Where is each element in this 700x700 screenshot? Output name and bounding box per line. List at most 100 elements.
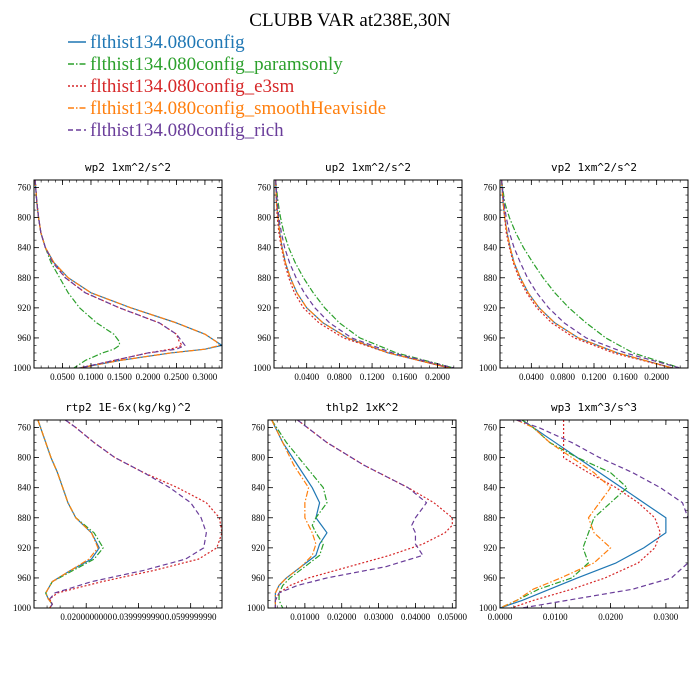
x-tick-label: 0.04000: [401, 612, 431, 622]
y-tick-label: 1000: [13, 603, 32, 613]
plot-frame: [33, 419, 223, 609]
y-tick-label: 840: [252, 483, 266, 493]
y-tick-label: 1000: [253, 363, 272, 373]
panel-title: up2 1xm^2/s^2: [325, 161, 411, 174]
plot-frame: [267, 419, 457, 609]
y-tick-label: 760: [18, 183, 32, 193]
legend-label: flthist134.080config_paramsonly: [90, 54, 343, 75]
x-tick-label: 0.05000: [438, 612, 468, 622]
series-line: [500, 180, 673, 368]
panel: wp2 1xm^2/s^2 760 800 840 880 920 960 1000 0.050…: [13, 161, 223, 382]
y-tick-label: 1000: [247, 603, 266, 613]
series-line: [37, 420, 99, 608]
y-tick-label: 760: [18, 423, 32, 433]
figure-title: CLUBB VAR at238E,30N: [249, 10, 451, 31]
panel: wp3 1xm^3/s^3 760 800 840 880 920 960 10000.000…: [479, 401, 689, 622]
y-tick-label: 800: [484, 453, 498, 463]
y-tick-label: 1000: [13, 363, 32, 373]
y-tick-label: 800: [484, 213, 498, 223]
x-tick-label: 0.0599999990: [165, 612, 217, 622]
y-tick-label: 880: [18, 273, 32, 283]
legend-label: flthist134.080config_rich: [90, 120, 284, 141]
y-tick-label: 920: [484, 543, 498, 553]
legend: flthist134.080configflthist134.080config…: [68, 32, 386, 141]
x-tick-label: 0.2500: [164, 372, 189, 382]
series-line: [500, 180, 681, 368]
y-tick-label: 760: [252, 423, 266, 433]
series-line: [34, 180, 186, 368]
x-tick-label: 0.2000: [136, 372, 161, 382]
series-line: [500, 180, 673, 368]
legend-entry: flthist134.080config_rich: [68, 120, 284, 141]
series-line: [274, 420, 453, 608]
series-line: [275, 180, 450, 368]
y-tick-label: 1000: [479, 603, 498, 613]
legend-label: flthist134.080config_smoothHeaviside: [90, 98, 386, 119]
y-tick-label: 760: [484, 423, 498, 433]
y-tick-label: 840: [484, 243, 498, 253]
plot-frame: [499, 179, 689, 369]
series-line: [275, 180, 450, 368]
plot-frame: [273, 179, 463, 369]
series-line: [500, 420, 612, 608]
legend-entry: flthist134.080config: [68, 32, 245, 53]
x-tick-label: 0.0800: [327, 372, 352, 382]
legend-entry: flthist134.080config_paramsonly: [68, 54, 343, 75]
panel-title: vp2 1xm^2/s^2: [551, 161, 637, 174]
y-tick-label: 800: [258, 213, 272, 223]
y-tick-label: 960: [484, 333, 498, 343]
panels: wp2 1xm^2/s^2 760 800 840 880 920 960 1000 0.050…: [13, 161, 689, 622]
panel-title: rtp2 1E-6x(kg/kg)^2: [65, 401, 191, 414]
x-tick-label: 0.02000: [327, 612, 357, 622]
x-tick-label: 0.0300: [654, 612, 679, 622]
y-tick-label: 920: [252, 543, 266, 553]
x-tick-label: 0.0399999990: [113, 612, 165, 622]
panel: vp2 1xm^2/s^2 760 800 840 880 920 960 1000 0.040…: [479, 161, 689, 382]
y-tick-label: 840: [484, 483, 498, 493]
series-line: [37, 420, 100, 608]
x-tick-label: 0.1200: [582, 372, 607, 382]
panel-title: wp2 1xm^2/s^2: [85, 161, 171, 174]
y-tick-label: 920: [18, 303, 32, 313]
plot-frame: [33, 179, 223, 369]
y-tick-label: 920: [484, 303, 498, 313]
legend-label: flthist134.080config: [90, 32, 245, 53]
legend-label: flthist134.080config_e3sm: [90, 76, 294, 97]
y-tick-label: 800: [252, 453, 266, 463]
series-line: [500, 420, 628, 608]
x-tick-label: 0.1200: [360, 372, 385, 382]
plot-frame: [499, 419, 689, 609]
y-tick-label: 960: [484, 573, 498, 583]
x-tick-label: 0.0000: [488, 612, 513, 622]
panel: up2 1xm^2/s^2 760 800 840 880 920 960 1000 0.040…: [253, 161, 463, 382]
y-tick-label: 840: [18, 483, 32, 493]
series-line: [274, 420, 428, 608]
y-tick-label: 880: [484, 513, 498, 523]
series-line: [500, 180, 681, 368]
y-tick-label: 880: [252, 513, 266, 523]
panel-title: wp3 1xm^3/s^3: [551, 401, 637, 414]
legend-entry: flthist134.080config_e3sm: [68, 76, 294, 97]
y-tick-label: 760: [258, 183, 272, 193]
x-tick-label: 0.0400: [519, 372, 544, 382]
x-tick-label: 0.0100: [543, 612, 568, 622]
y-tick-label: 840: [258, 243, 272, 253]
y-tick-label: 960: [18, 333, 32, 343]
y-tick-label: 880: [258, 273, 272, 283]
series-line: [275, 180, 454, 368]
series-line: [271, 420, 328, 608]
x-tick-label: 0.1600: [613, 372, 638, 382]
y-tick-label: 800: [18, 453, 32, 463]
panel: rtp2 1E-6x(kg/kg)^2 760 800 840 880 920 960 100…: [13, 401, 223, 622]
x-tick-label: 0.1600: [392, 372, 417, 382]
series-line: [500, 420, 667, 608]
y-tick-label: 960: [258, 333, 272, 343]
x-tick-label: 0.0200000000: [60, 612, 112, 622]
series-line: [275, 180, 450, 368]
legend-entry: flthist134.080config_smoothHeaviside: [68, 98, 386, 119]
x-tick-label: 0.03000: [364, 612, 394, 622]
y-tick-label: 840: [18, 243, 32, 253]
x-tick-label: 0.0800: [550, 372, 575, 382]
y-tick-label: 1000: [479, 363, 498, 373]
